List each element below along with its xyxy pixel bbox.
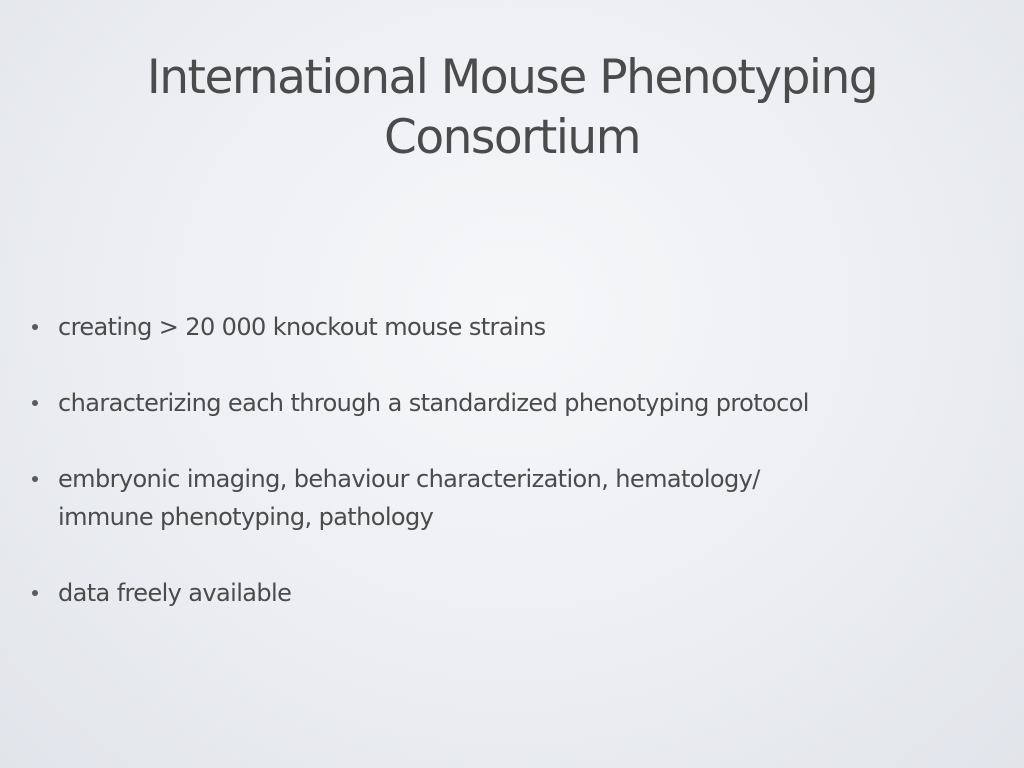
- bullet-dot-icon: [32, 476, 38, 482]
- bullet-line: creating > 20 000 knockout mouse strains: [58, 313, 546, 341]
- bullet-text: creating > 20 000 knockout mouse strains: [58, 308, 998, 346]
- bullet-item: characterizing each through a standardiz…: [28, 384, 998, 422]
- bullet-line: embryonic imaging, behaviour characteriz…: [58, 465, 760, 493]
- bullet-item: data freely available: [28, 574, 998, 612]
- slide-title: International Mouse Phenotyping Consorti…: [40, 48, 984, 168]
- bullet-dot-icon: [32, 590, 38, 596]
- bullet-text: data freely available: [58, 574, 998, 612]
- bullet-line: immune phenotyping, pathology: [58, 503, 434, 531]
- bullet-dot-icon: [32, 324, 38, 330]
- bullet-item: embryonic imaging, behaviour characteriz…: [28, 460, 998, 536]
- bullet-line: data freely available: [58, 579, 292, 607]
- slide-title-line-1: International Mouse Phenotyping: [146, 50, 879, 105]
- bullet-text: embryonic imaging, behaviour characteriz…: [58, 460, 998, 536]
- bullet-line: characterizing each through a standardiz…: [58, 389, 809, 417]
- bullet-item: creating > 20 000 knockout mouse strains: [28, 308, 998, 346]
- slide-title-line-2: Consortium: [384, 110, 641, 165]
- bullet-dot-icon: [32, 400, 38, 406]
- bullet-list: creating > 20 000 knockout mouse strains…: [28, 308, 998, 650]
- bullet-text: characterizing each through a standardiz…: [58, 384, 998, 422]
